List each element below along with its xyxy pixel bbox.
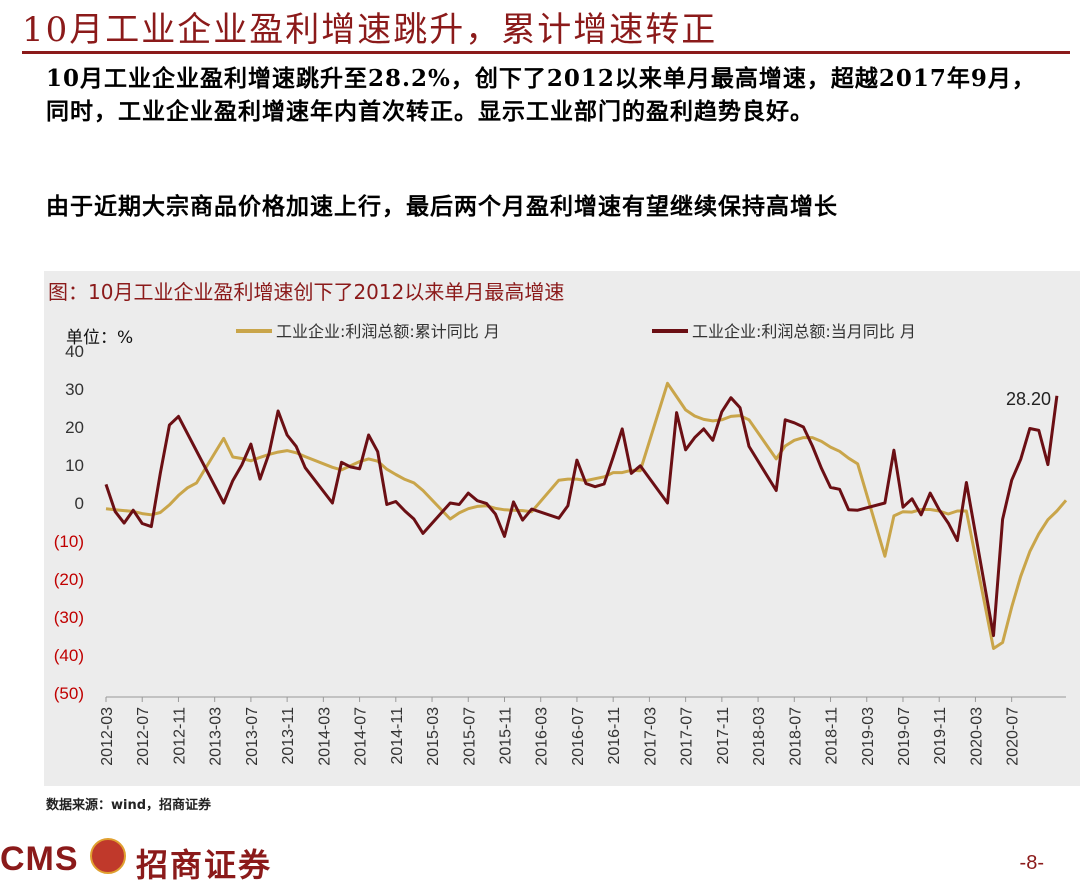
summary-paragraph-1: 10月工业企业盈利增速跳升至28.2%，创下了2012以来单月最高增速，超越20… [46,65,1036,125]
x-tick-label: 2012-07 [135,707,152,766]
x-tick-label: 2012-11 [171,707,188,765]
x-tick-label: 2016-07 [570,707,587,766]
series-layer [104,381,1068,650]
legend: 工业企业:利润总额:累计同比 月 工业企业:利润总额:当月同比 月 [236,322,916,341]
y-tick-label: 30 [65,380,84,399]
legend-label-cumulative: 工业企业:利润总额:累计同比 月 [276,322,500,341]
chart-panel: 图：10月工业企业盈利增速创下了2012以来单月最高增速 单位：% 工业企业:利… [44,271,1080,786]
logo-badge-icon [90,838,126,874]
logo-cms-text: CMS [0,840,79,878]
x-tick-label: 2012-03 [99,707,116,766]
x-tick-label: 2013-03 [208,707,225,766]
x-tick-label: 2020-03 [968,707,985,766]
x-tick-label: 2013-11 [280,707,297,765]
x-tick-label: 2016-11 [606,707,623,765]
x-tick-label: 2019-03 [860,707,877,766]
line-chart: 图：10月工业企业盈利增速创下了2012以来单月最高增速 单位：% 工业企业:利… [48,280,1068,766]
x-tick-label: 2014-11 [389,707,406,765]
x-tick-label: 2014-03 [316,707,333,766]
logo-company-name: 招商证券 [136,846,273,884]
x-tick-label: 2014-07 [353,707,370,766]
x-tick-label: 2013-07 [244,707,261,766]
y-axis: 40 30 20 10 0 (10) (20) (30) (40) (50) [54,342,84,703]
y-tick-label: (10) [54,532,84,551]
source-note: 数据来源：wind，招商证券 [46,798,212,813]
summary-paragraph-2: 由于近期大宗商品价格加速上行，最后两个月盈利增速有望继续保持高增长 [46,193,838,220]
legend-label-monthly: 工业企业:利润总额:当月同比 月 [692,322,916,341]
x-tick-label: 2018-11 [824,707,841,765]
y-tick-label: (20) [54,570,84,589]
y-tick-label: (50) [54,684,84,703]
x-tick-label: 2017-11 [715,707,732,765]
x-tick-label: 2015-03 [425,707,442,766]
slide-title: 10月工业企业盈利增速跳升，累计增速转正 [22,10,718,50]
x-tick-label: 2016-03 [534,707,551,766]
y-tick-label: 40 [65,342,84,361]
x-tick-label: 2019-07 [896,707,913,766]
y-tick-label: 20 [65,418,84,437]
x-tick-label: 2018-03 [751,707,768,766]
x-tick-label: 2017-07 [679,707,696,766]
unit-label: 单位：% [66,328,133,348]
title-divider [22,51,1070,54]
x-tick-label: 2015-11 [497,707,514,765]
chart-title: 图：10月工业企业盈利增速创下了2012以来单月最高增速 [48,280,564,304]
x-tick-label: 2017-03 [642,707,659,766]
series-line-monthly [104,395,1059,638]
y-tick-label: 10 [65,456,84,475]
y-tick-label: (40) [54,646,84,665]
page-number: -8- [1019,852,1044,874]
x-tick-label: 2019-11 [932,707,949,765]
y-tick-label: (30) [54,608,84,627]
x-tick-label: 2020-07 [1005,707,1022,766]
y-tick-label: 0 [75,494,84,513]
x-axis: 2012-03 2012-07 2012-11 2013-03 2013-07 2013-… [99,696,1066,766]
x-tick-label: 2015-07 [461,707,478,766]
x-tick-label: 2018-07 [787,707,804,766]
peak-value-annotation: 28.20 [1006,389,1051,409]
